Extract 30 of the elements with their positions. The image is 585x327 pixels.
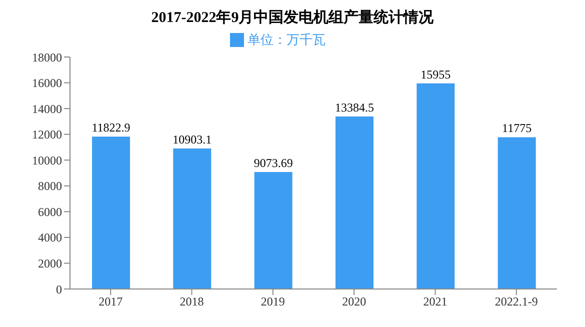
data-label: 10903.1: [172, 132, 212, 146]
bar: [498, 137, 536, 289]
bar: [336, 116, 374, 289]
x-tick-label: 2022.1-9: [494, 294, 538, 309]
data-label: 11822.9: [92, 120, 130, 135]
x-tick-label: 2019: [260, 294, 285, 309]
x-tick-label: 2018: [180, 294, 204, 309]
data-label: 13384.5: [335, 100, 374, 114]
legend-label: 单位：万千瓦: [248, 33, 326, 48]
bar: [254, 172, 292, 289]
x-tick-label: 2017: [98, 294, 123, 309]
chart-title: 2017-2022年9月中国发电机组产量统计情况: [150, 8, 435, 27]
x-tick-label: 2020: [342, 294, 366, 309]
data-label: 9073.69: [254, 156, 293, 170]
data-label: 11775: [502, 121, 532, 136]
y-tick-label: 8000: [38, 179, 62, 194]
bar: [416, 83, 455, 289]
data-label: 15955: [420, 67, 451, 82]
y-tick-label: 6000: [38, 204, 62, 219]
y-tick-label: 0: [56, 282, 62, 296]
y-tick-label: 2000: [38, 256, 62, 270]
y-tick-label: 4000: [38, 230, 62, 245]
x-tick-label: 2021: [423, 294, 448, 309]
y-tick-label: 18000: [32, 50, 62, 64]
y-tick-label: 10000: [32, 153, 62, 168]
bar: [92, 136, 130, 289]
bar: [173, 148, 212, 289]
y-tick-label: 14000: [32, 102, 62, 116]
y-tick-label: 12000: [32, 128, 62, 142]
y-tick-label: 16000: [32, 76, 62, 90]
